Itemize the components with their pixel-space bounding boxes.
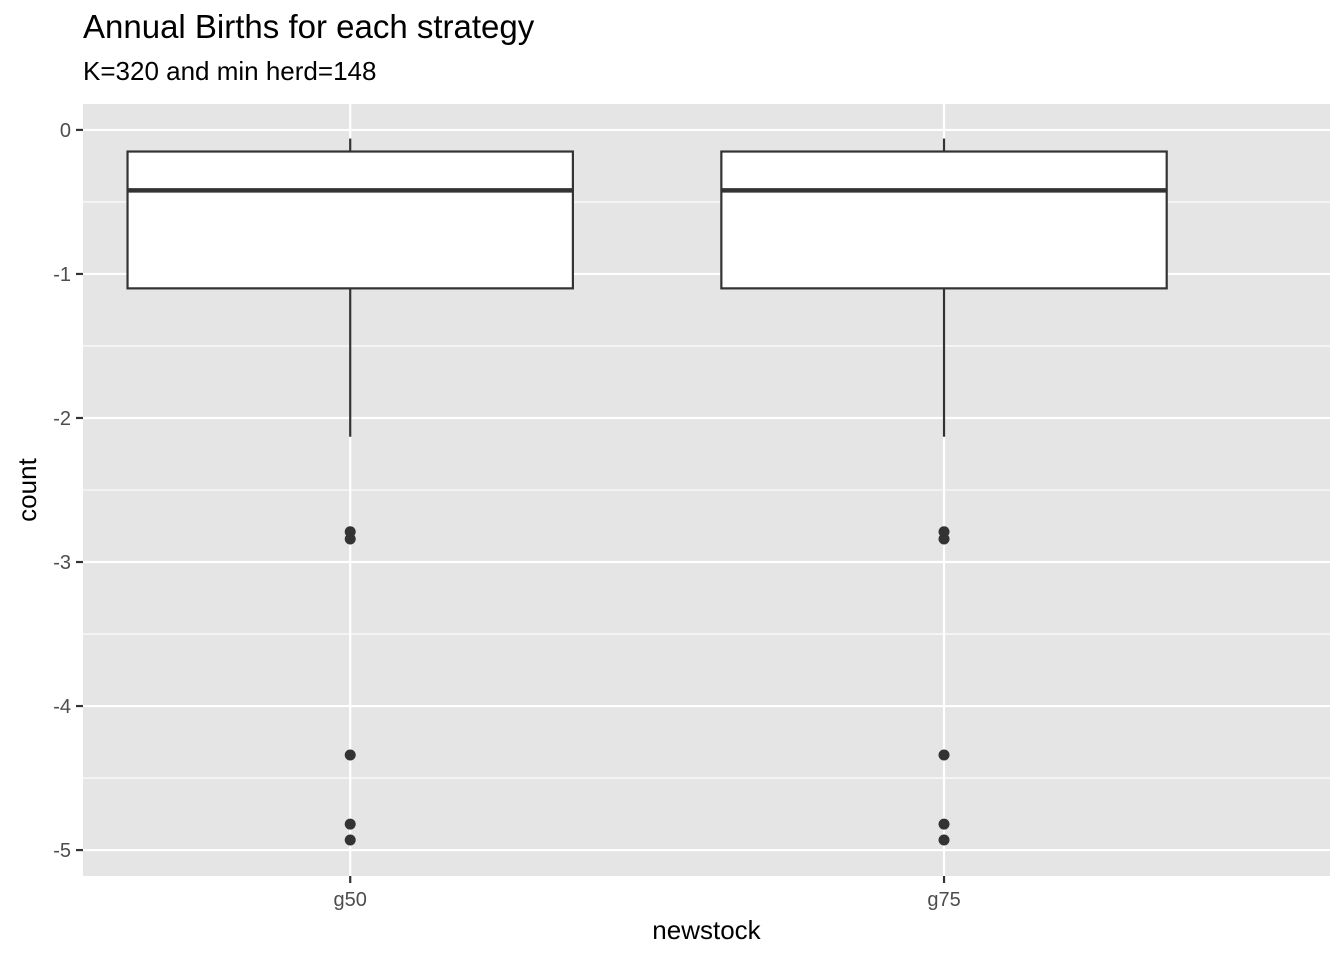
y-tick-label: -1 bbox=[53, 264, 71, 286]
box-g50 bbox=[126, 138, 574, 846]
x-axis-title: newstock bbox=[652, 915, 761, 945]
y-tick-label: -3 bbox=[53, 552, 71, 574]
outlier-point bbox=[344, 749, 356, 761]
box-body bbox=[126, 150, 574, 290]
outlier-point bbox=[344, 533, 356, 545]
box-g75 bbox=[720, 138, 1168, 846]
outlier-point bbox=[938, 533, 950, 545]
y-axis-title: count bbox=[12, 457, 42, 521]
outlier-point bbox=[344, 818, 356, 830]
chart-subtitle: K=320 and min herd=148 bbox=[83, 56, 377, 86]
x-tick-label: g50 bbox=[334, 889, 367, 911]
x-axis: g50 g75 bbox=[334, 876, 961, 911]
x-tick-label: g75 bbox=[927, 889, 960, 911]
chart-title: Annual Births for each strategy bbox=[83, 8, 535, 45]
y-tick-label: 0 bbox=[60, 120, 71, 142]
y-tick-label: -5 bbox=[53, 840, 71, 862]
outlier-point bbox=[938, 749, 950, 761]
outlier-point bbox=[938, 834, 950, 846]
box-body bbox=[720, 150, 1168, 290]
outlier-point bbox=[938, 818, 950, 830]
outlier-point bbox=[344, 834, 356, 846]
y-tick-label: -4 bbox=[53, 696, 71, 718]
y-axis: 0 -1 -2 -3 -4 -5 bbox=[53, 120, 83, 862]
y-tick-label: -2 bbox=[53, 408, 71, 430]
box-series bbox=[126, 138, 1168, 846]
